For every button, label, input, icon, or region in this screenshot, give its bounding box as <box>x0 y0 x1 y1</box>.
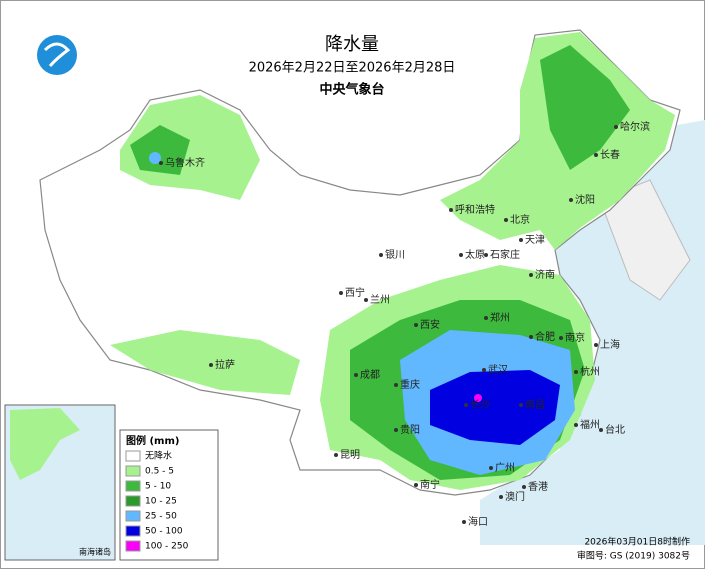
city-dot <box>574 370 578 374</box>
city-dot <box>569 198 573 202</box>
city-dot <box>414 323 418 327</box>
city-dot <box>559 336 563 340</box>
rain-areas <box>110 32 675 490</box>
city-dot <box>334 453 338 457</box>
city-dot <box>449 208 453 212</box>
legend-swatch <box>125 495 141 507</box>
city-label: 澳门 <box>505 490 525 503</box>
city-dot <box>489 466 493 470</box>
city-label: 海口 <box>468 515 488 528</box>
legend-swatch <box>125 480 141 492</box>
city-label: 济南 <box>535 268 555 281</box>
city-dot <box>209 363 213 367</box>
logo <box>37 35 77 75</box>
legend-label: 50 - 100 <box>145 527 183 537</box>
city-dot <box>394 383 398 387</box>
legend-label: 25 - 50 <box>145 512 177 522</box>
city-label: 上海 <box>600 338 620 351</box>
legend-swatch <box>125 525 141 537</box>
city-label: 福州 <box>580 418 600 431</box>
city-label: 石家庄 <box>490 248 520 261</box>
city-dot <box>504 218 508 222</box>
city-dot <box>529 335 533 339</box>
city-label: 广州 <box>495 462 515 474</box>
city-dot <box>599 428 603 432</box>
city-dot <box>354 373 358 377</box>
legend: 图例 (mm) 无降水 0.5 - 5 5 - 10 10 - 25 25 - 50 50… <box>119 429 219 561</box>
city-label: 北京 <box>510 213 530 226</box>
city-dot <box>394 428 398 432</box>
legend-label: 无降水 <box>145 450 172 462</box>
city-dot <box>594 153 598 157</box>
city-label: 南宁 <box>420 478 440 491</box>
city-label: 南京 <box>565 331 585 344</box>
city-dot <box>484 316 488 320</box>
city-label: 西宁 <box>345 286 365 299</box>
city-label: 哈尔滨 <box>620 120 650 133</box>
city-label: 长沙 <box>470 399 490 411</box>
city-dot <box>379 253 383 257</box>
city-label: 武汉 <box>488 363 508 376</box>
city-dot <box>519 403 523 407</box>
city-dot <box>364 298 368 302</box>
city-dot <box>414 483 418 487</box>
legend-label: 5 - 10 <box>145 482 171 492</box>
city-dot <box>159 161 163 165</box>
city-dot <box>519 238 523 242</box>
city-label: 太原 <box>465 248 485 261</box>
city-label: 杭州 <box>580 365 600 378</box>
legend-label: 10 - 25 <box>145 497 177 507</box>
city-label: 乌鲁木齐 <box>165 156 205 169</box>
city-dot <box>529 273 533 277</box>
inset-label: 南海诸岛 <box>79 547 111 557</box>
city-dot <box>462 520 466 524</box>
city-dot <box>522 485 526 489</box>
city-label: 贵阳 <box>400 423 420 436</box>
legend-swatch <box>125 450 141 462</box>
city-label: 台北 <box>605 423 625 436</box>
inset-land <box>10 408 80 480</box>
title: 降水量 <box>325 34 379 55</box>
legend-title: 图例 (mm) <box>126 434 179 447</box>
city-dot <box>482 368 486 372</box>
city-dot <box>339 291 343 295</box>
city-label: 郑州 <box>490 311 510 324</box>
city-label: 合肥 <box>535 330 555 343</box>
legend-label: 100 - 250 <box>145 542 189 552</box>
subtitle: 2026年2月22日至2026年2月28日 <box>249 61 456 76</box>
city-label: 重庆 <box>400 378 420 391</box>
city-dot <box>594 343 598 347</box>
city-label: 西安 <box>420 318 440 331</box>
legend-label: 0.5 - 5 <box>145 467 174 477</box>
footer-approval: 审图号: GS (2019) 3082号 <box>577 550 690 562</box>
footer-made: 2026年03月01日8时制作 <box>584 536 690 548</box>
city-dot <box>484 253 488 257</box>
city-label: 昆明 <box>340 449 360 461</box>
city-label: 沈阳 <box>575 193 595 206</box>
city-label: 长春 <box>600 149 620 161</box>
city-label: 成都 <box>360 369 380 381</box>
city-label: 香港 <box>528 481 548 493</box>
city-label: 南昌 <box>525 398 545 411</box>
city-dot <box>464 403 468 407</box>
city-dot <box>574 423 578 427</box>
city-dot <box>459 253 463 257</box>
legend-swatch <box>125 510 141 522</box>
city-dot <box>499 495 503 499</box>
city-label: 天津 <box>525 234 545 246</box>
korea <box>599 179 691 301</box>
city-label: 拉萨 <box>215 358 235 371</box>
city-dot <box>614 125 618 129</box>
legend-box <box>119 429 219 561</box>
logo-swirl <box>43 42 71 67</box>
city-label: 呼和浩特 <box>455 204 495 216</box>
agency: 中央气象台 <box>319 82 384 98</box>
legend-swatch <box>125 540 141 552</box>
city-label: 兰州 <box>370 293 390 306</box>
city-label: 银川 <box>385 248 405 261</box>
legend-swatch <box>125 465 141 477</box>
